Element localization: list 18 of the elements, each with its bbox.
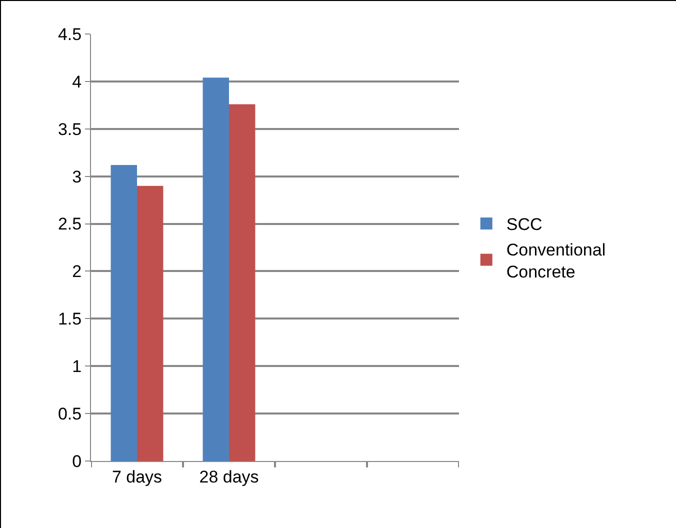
y-tick-label: 4 — [72, 72, 82, 92]
bar — [110, 164, 137, 461]
legend-label: SCC — [506, 215, 542, 234]
y-tick-label: 0.5 — [58, 404, 82, 424]
y-tick-label: 3 — [72, 167, 82, 186]
y-tick-label: 2.5 — [58, 214, 82, 234]
y-tick-label: 0 — [72, 452, 82, 471]
y-tick-label: 1.5 — [58, 310, 82, 329]
y-tick-label: 1 — [72, 357, 82, 376]
bar — [229, 104, 256, 461]
legend-label: Conventional Concrete — [506, 240, 606, 282]
y-tick-label: 2 — [72, 262, 82, 282]
bar — [137, 186, 164, 461]
bar — [202, 78, 229, 461]
y-tick-label: 4.5 — [58, 24, 82, 44]
x-tick-label: 7 days — [112, 467, 162, 486]
x-tick-label: 28 days — [199, 467, 259, 486]
y-tick-label: 3.5 — [58, 120, 82, 139]
